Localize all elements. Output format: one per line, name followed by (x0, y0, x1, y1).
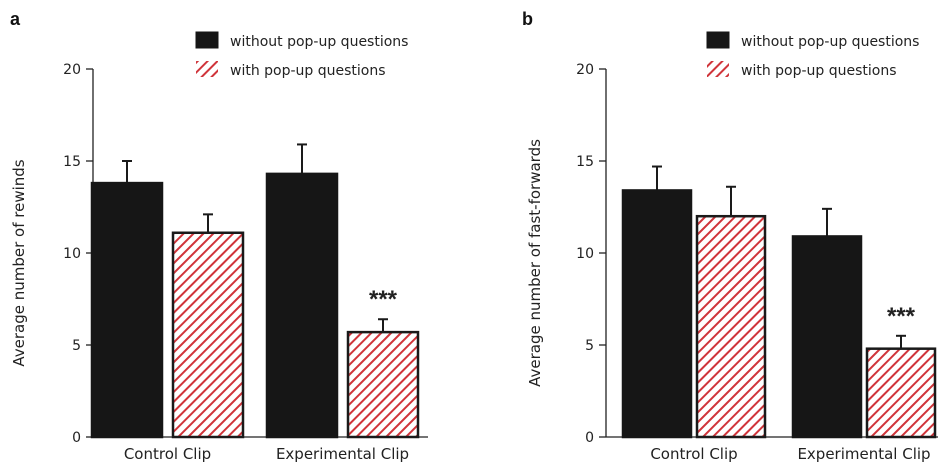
y-tick-label: 5 (72, 338, 81, 354)
y-tick-label: 20 (576, 62, 594, 78)
y-tick-label: 0 (585, 430, 594, 446)
y-tick-label: 10 (63, 246, 81, 262)
x-category-label: Control Clip (124, 445, 211, 463)
y-axis-title: Average number of fast-forwards (526, 139, 544, 387)
legend-label: with pop-up questions (741, 63, 897, 79)
y-tick-label: 20 (63, 62, 81, 78)
panel-letter: b (522, 9, 533, 29)
y-tick-label: 0 (72, 430, 81, 446)
chart-panel-b: b 0 5 10 15 20 Average number of fast-forwards… (522, 9, 938, 463)
bar-without-popup (265, 172, 339, 439)
y-axis-title: Average number of rewinds (10, 159, 28, 366)
bar-without-popup (791, 235, 863, 439)
bar-with-popup (171, 231, 245, 439)
bar-with-popup (865, 347, 937, 439)
legend-label: with pop-up questions (230, 63, 386, 79)
x-category-label: Experimental Clip (276, 445, 409, 463)
chart-panel-a: a 0 5 10 15 20 Average number of rewinds Contro… (10, 9, 428, 463)
y-tick-label: 15 (576, 154, 594, 170)
legend-swatch (196, 61, 218, 77)
bar-without-popup (621, 189, 693, 439)
significance-marker: *** (369, 286, 398, 313)
x-category-label: Control Clip (650, 445, 737, 463)
y-tick-label: 15 (63, 154, 81, 170)
legend-swatch (195, 31, 219, 49)
y-tick-label: 10 (576, 246, 594, 262)
bar-with-popup (346, 330, 420, 439)
significance-marker: *** (887, 303, 916, 330)
x-category-label: Experimental Clip (797, 445, 930, 463)
legend-label: without pop-up questions (741, 34, 919, 50)
y-tick-label: 5 (585, 338, 594, 354)
panel-letter: a (10, 9, 21, 29)
legend-swatch (707, 61, 729, 77)
bar-without-popup (90, 181, 164, 439)
bar-with-popup (695, 214, 767, 439)
legend-swatch (706, 31, 730, 49)
legend-label: without pop-up questions (230, 34, 408, 50)
